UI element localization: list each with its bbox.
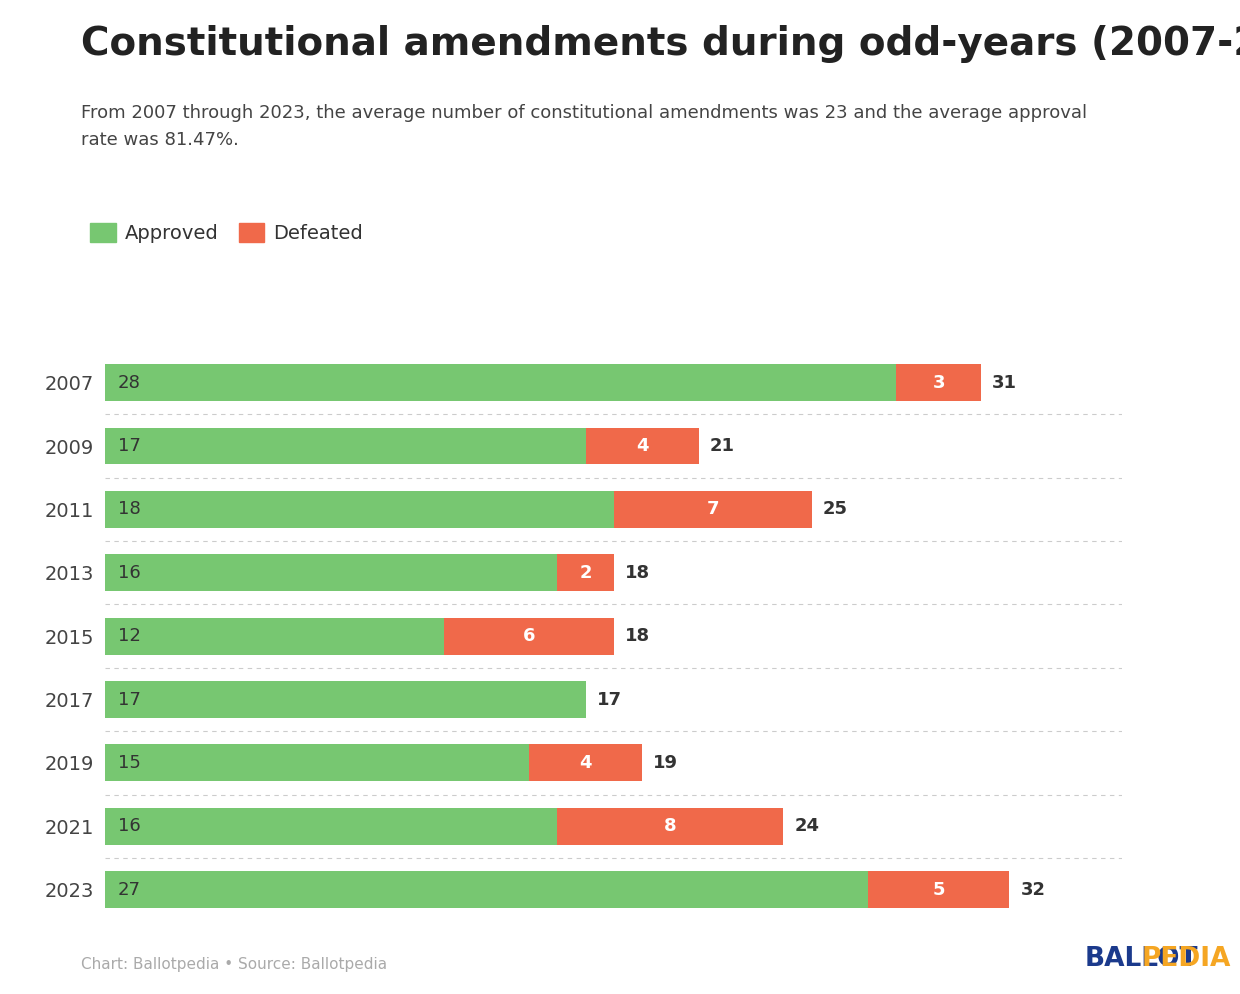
Text: 19: 19 [653,753,678,772]
Text: 3: 3 [932,374,945,392]
Bar [105,681,585,718]
Text: 21: 21 [709,437,735,455]
Bar [105,491,614,528]
Bar [105,745,529,781]
Text: 4: 4 [636,437,649,455]
Text: 6: 6 [523,627,536,645]
Text: 27: 27 [118,881,141,899]
Text: 16: 16 [118,817,141,835]
Text: 32: 32 [1021,881,1045,899]
Bar [614,491,811,528]
Text: 15: 15 [118,753,141,772]
Bar [868,871,1009,908]
Text: BALLOT: BALLOT [1085,946,1199,972]
Text: 8: 8 [663,817,677,835]
Bar [105,365,897,402]
Text: PEDIA: PEDIA [1142,946,1231,972]
Legend: Approved, Defeated: Approved, Defeated [91,224,363,244]
Bar [105,427,585,464]
Bar [105,555,557,591]
Text: 18: 18 [118,500,141,519]
Text: 16: 16 [118,564,141,581]
Bar [105,618,444,654]
Bar [557,808,784,845]
Text: 18: 18 [625,564,650,581]
Text: 12: 12 [118,627,141,645]
Bar [585,427,698,464]
Text: 4: 4 [579,753,591,772]
Bar [897,365,981,402]
Text: 17: 17 [118,437,141,455]
Bar [105,871,868,908]
Text: 7: 7 [707,500,719,519]
Bar [557,555,614,591]
Text: 2: 2 [579,564,591,581]
Text: 5: 5 [932,881,945,899]
Text: 17: 17 [118,691,141,709]
Text: 17: 17 [596,691,621,709]
Text: Chart: Ballotpedia • Source: Ballotpedia: Chart: Ballotpedia • Source: Ballotpedia [81,957,387,972]
Bar [529,745,642,781]
Bar [444,618,614,654]
Text: 18: 18 [625,627,650,645]
Text: 31: 31 [992,374,1017,392]
Text: From 2007 through 2023, the average number of constitutional amendments was 23 a: From 2007 through 2023, the average numb… [81,104,1086,149]
Bar [105,808,557,845]
Text: 24: 24 [795,817,820,835]
Text: 25: 25 [823,500,848,519]
Text: 28: 28 [118,374,141,392]
Text: Constitutional amendments during odd-years (2007-2023): Constitutional amendments during odd-yea… [81,25,1240,63]
